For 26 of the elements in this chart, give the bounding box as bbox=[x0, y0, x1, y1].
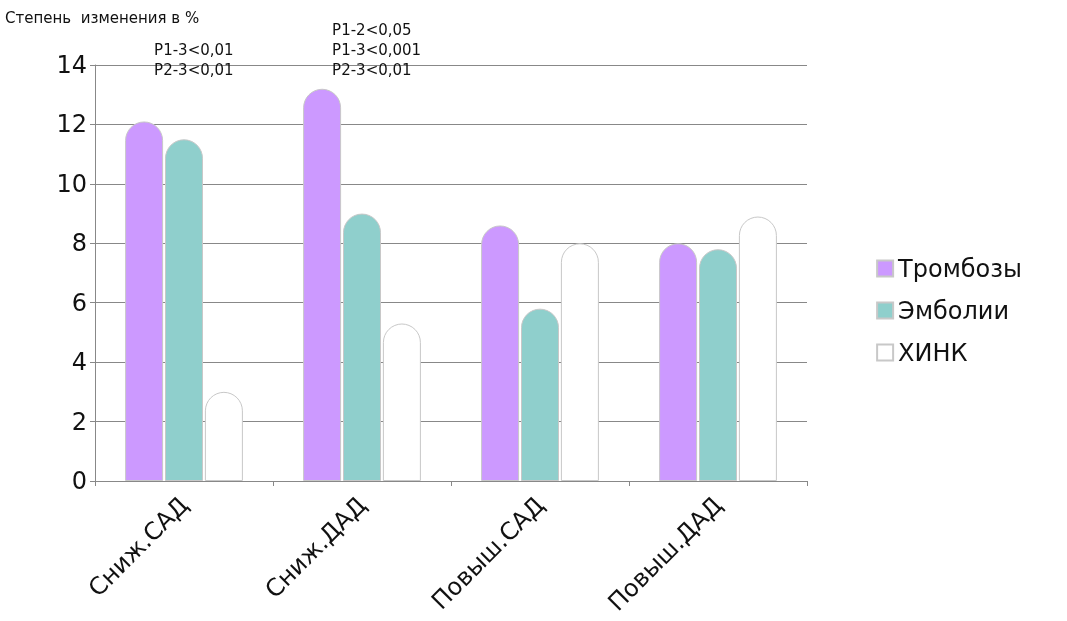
y-tick-label: 12 bbox=[56, 110, 87, 139]
y-tick-label: 14 bbox=[56, 51, 87, 79]
bar bbox=[125, 121, 164, 481]
bar bbox=[659, 243, 698, 481]
y-tick-label: 8 bbox=[71, 229, 87, 258]
legend-label: Тромбозы bbox=[897, 254, 1023, 283]
legend-label: Эмболии bbox=[898, 296, 1010, 325]
y-tick-label: 2 bbox=[71, 407, 87, 436]
bar bbox=[343, 213, 381, 481]
bar bbox=[204, 391, 243, 481]
bar bbox=[699, 249, 737, 481]
y-tick-label: 10 bbox=[56, 169, 87, 198]
bar bbox=[560, 243, 599, 481]
y-axis-title: Степень изменения в % bbox=[5, 8, 200, 27]
bar bbox=[382, 323, 421, 481]
bar bbox=[481, 225, 520, 481]
annotation: P1-2<0,05 P1-3<0,001 P2-3<0,01 bbox=[332, 21, 422, 79]
bar bbox=[165, 139, 203, 481]
bar bbox=[738, 216, 777, 481]
y-tick-label: 0 bbox=[71, 467, 87, 495]
bar bbox=[303, 88, 342, 481]
annotation: P1-3<0,01 P2-3<0,01 bbox=[154, 41, 234, 79]
y-tick-label: 6 bbox=[71, 288, 87, 317]
bar bbox=[521, 308, 559, 481]
y-tick-label: 4 bbox=[71, 348, 87, 377]
legend-label: ХИНК bbox=[898, 338, 968, 367]
